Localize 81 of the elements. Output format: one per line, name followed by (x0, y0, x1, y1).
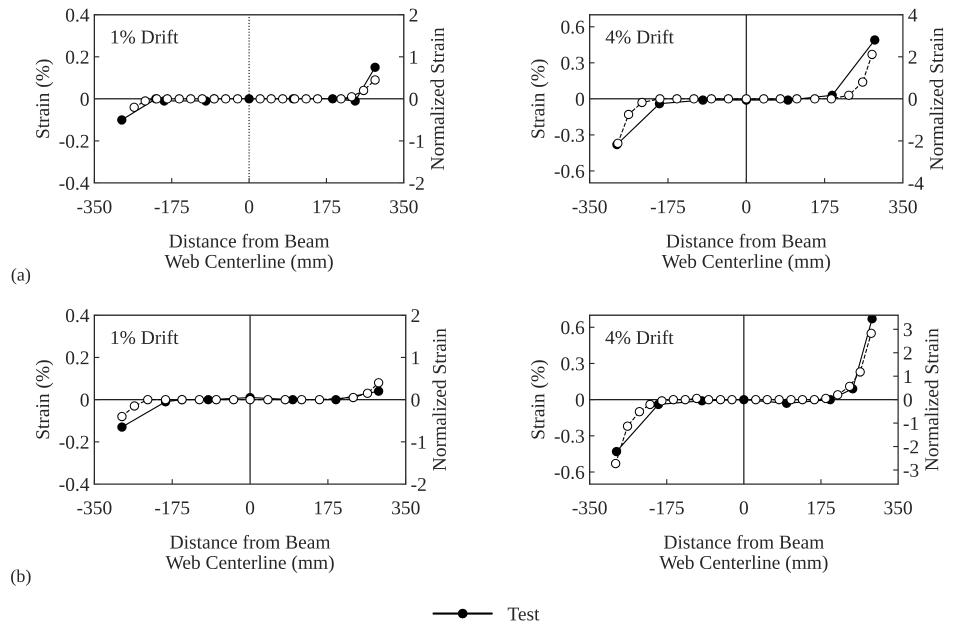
y2-axis-title: Normalized Strain (930, 28, 944, 170)
x-tick-label: -175 (154, 200, 189, 214)
y-tick-label: 0 (576, 92, 584, 106)
y2-tick-label: -3 (904, 464, 918, 477)
y2-tick-label: 3 (904, 323, 912, 336)
y-tick-label: -0.4 (59, 176, 90, 190)
y-tick-label: 0.4 (66, 309, 90, 322)
y-axis-title: Strain (%) (530, 59, 548, 138)
x-tick-label: 0 (244, 200, 254, 214)
y-tick-label: 0.3 (561, 357, 584, 370)
y-tick-label: -0.6 (554, 164, 584, 178)
x-tick-label: 175 (812, 200, 838, 214)
y2-tick-label: 4 (908, 8, 918, 22)
y-tick-label: 0.2 (66, 351, 88, 364)
y-tick-label: 0.4 (66, 8, 90, 22)
text: (a) (12, 268, 30, 284)
y-tick-label: -0.4 (59, 478, 90, 492)
x-tick-label: 175 (315, 501, 342, 514)
y2-tick-label: -2 (409, 176, 424, 190)
y2-tick-label: 1 (904, 370, 912, 383)
y-tick-label: -0.2 (59, 134, 88, 148)
y-tick-label: -0.6 (554, 466, 584, 480)
x-tick-label: 0 (246, 501, 254, 514)
y2-tick-label: -2 (908, 134, 923, 148)
y-axis-title: Strain (%) (530, 360, 548, 439)
x-tick-label: 350 (889, 200, 917, 214)
x-axis-title: Distance from Beam Web Centerline (mm) (164, 234, 333, 272)
y2-tick-label: -2 (904, 440, 918, 454)
y2-axis-title: Normalized Strain (430, 28, 444, 170)
x-tick-label: 175 (314, 200, 340, 214)
x-tick-label: -350 (572, 501, 607, 514)
annotation: 4% Drift (606, 30, 674, 44)
annotation: 1% Drift (112, 30, 178, 44)
y2-tick-label: 2 (410, 8, 418, 22)
y2-axis-title: Normalized Strain (432, 328, 446, 471)
y-axis-title: Strain (%) (36, 59, 54, 138)
x-tick-label: -350 (77, 200, 112, 214)
x-tick-label: 350 (884, 501, 912, 514)
y-tick-label: 0.3 (561, 56, 584, 70)
x-tick-label: 175 (808, 501, 835, 514)
y2-tick-label: -4 (908, 176, 924, 190)
x-tick-label: -175 (650, 501, 684, 514)
y-tick-label: -0.3 (554, 430, 584, 443)
annotation: 1% Drift (112, 330, 178, 344)
y-tick-label: 0 (576, 393, 584, 407)
y-tick-label: 0.2 (66, 50, 88, 64)
x-tick-label: 350 (392, 501, 420, 514)
y2-tick-label: -1 (411, 436, 426, 449)
y2-tick-label: 0 (411, 393, 420, 407)
y-tick-label: 0.6 (561, 321, 584, 334)
y2-tick-label: 2 (904, 346, 912, 360)
x-tick-label: -350 (572, 200, 607, 214)
y2-tick-label: 0 (908, 92, 917, 106)
y-tick-label: 0 (80, 92, 89, 106)
y2-tick-label: 0 (904, 393, 912, 407)
y-tick-label: 0 (80, 393, 89, 407)
y2-axis-title: Normalized Strain (924, 328, 938, 471)
x-tick-label: -175 (650, 200, 686, 214)
y-tick-label: -0.3 (554, 128, 584, 142)
y-axis-title: Strain (%) (36, 360, 54, 439)
y2-tick-label: -1 (904, 417, 918, 430)
text: (b) (11, 569, 31, 586)
x-axis-title: Distance from Beam Web Centerline (mm) (659, 534, 828, 573)
y2-tick-label: -1 (409, 134, 424, 148)
x-tick-label: 0 (742, 200, 750, 214)
x-axis-title: Distance from Beam Web Centerline (mm) (662, 234, 830, 272)
legend-label: Test (508, 608, 540, 621)
annotation: 4% Drift (605, 330, 674, 344)
x-tick-label: -350 (77, 501, 112, 514)
y2-tick-label: 0 (409, 92, 418, 106)
x-axis-title: Distance from Beam Web Centerline (mm) (166, 534, 334, 573)
y-tick-label: -0.2 (59, 436, 88, 449)
y2-tick-label: -2 (411, 478, 426, 491)
y2-tick-label: 1 (412, 351, 420, 364)
y2-tick-label: 2 (908, 50, 916, 64)
x-tick-label: -175 (155, 501, 190, 514)
x-tick-label: 350 (390, 200, 418, 214)
y-tick-label: 0.6 (561, 20, 584, 34)
y2-tick-label: 2 (411, 309, 420, 322)
x-tick-label: 0 (740, 501, 748, 514)
y2-tick-label: 1 (410, 50, 418, 64)
